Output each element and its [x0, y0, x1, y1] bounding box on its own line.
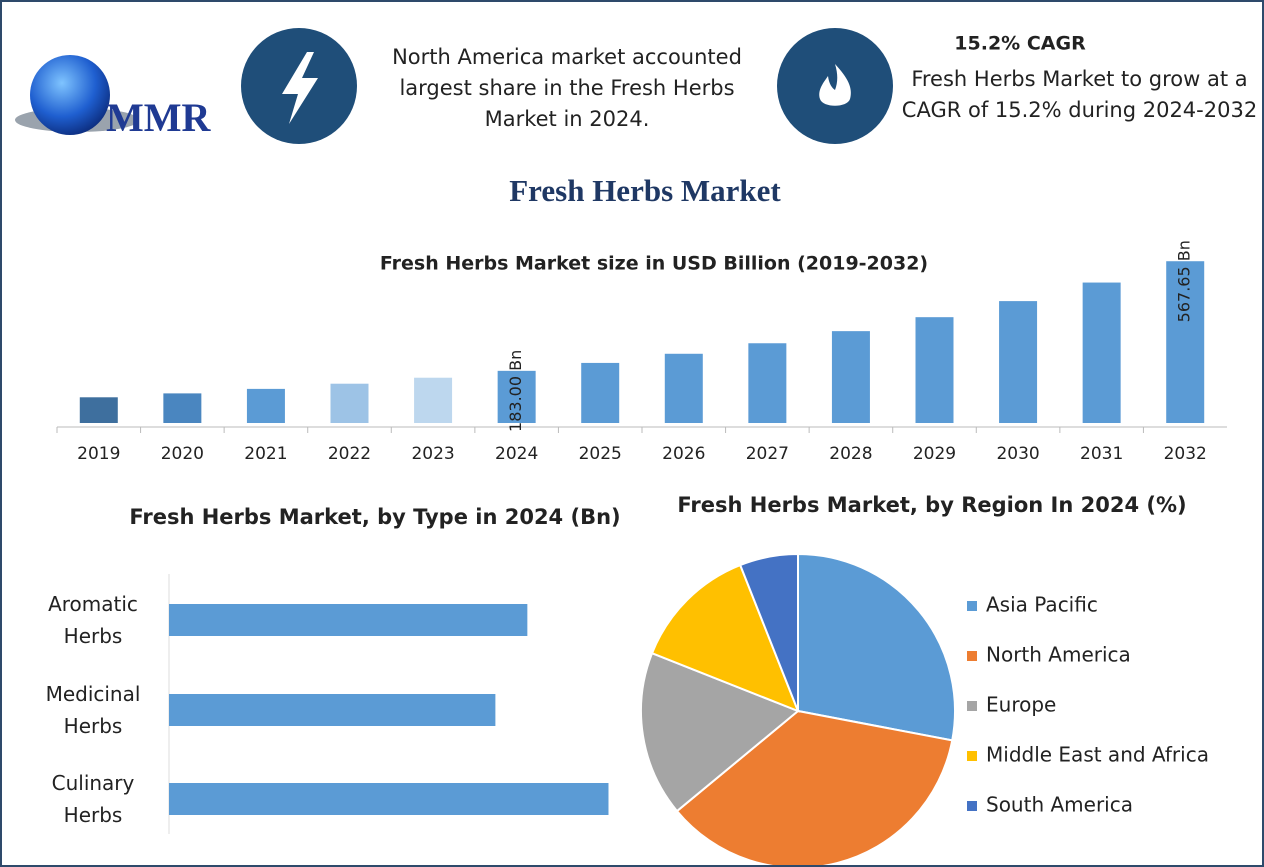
legend-swatch	[967, 651, 977, 661]
bar	[999, 301, 1038, 423]
x-tick-label: 2026	[662, 444, 705, 464]
bar	[246, 388, 285, 423]
bar	[581, 362, 620, 423]
category-label: Culinary Herbs	[51, 771, 135, 827]
legend-swatch	[967, 751, 977, 761]
bar	[831, 331, 870, 423]
header-note: North America market accounted largest s…	[392, 45, 742, 131]
x-tick-label: 2028	[829, 444, 872, 464]
pie-slice	[675, 709, 954, 865]
pie-slice	[797, 552, 956, 742]
hbar-chart-title: Fresh Herbs Market, by Type in 2024 (Bn)	[129, 505, 620, 529]
logo-globe	[30, 55, 110, 135]
flame	[819, 64, 851, 106]
pie-slice	[640, 651, 800, 813]
x-tick-label: 2031	[1080, 444, 1123, 464]
bar	[664, 353, 703, 423]
data-label: 567.65 Bn	[1175, 240, 1194, 322]
x-tick-label: 2021	[244, 444, 287, 464]
x-tick-label: 2030	[996, 444, 1039, 464]
bar	[330, 383, 369, 423]
bar	[497, 370, 536, 423]
bolt	[282, 52, 318, 124]
data-label: 183.00 Bn	[506, 350, 525, 432]
bar	[169, 604, 528, 636]
bar	[1166, 261, 1205, 423]
legend-label: Europe	[986, 693, 1056, 717]
legend-swatch	[967, 601, 977, 611]
x-tick-label: 2019	[77, 444, 120, 464]
bar	[163, 393, 202, 423]
x-tick-label: 2022	[328, 444, 371, 464]
x-tick-label: 2032	[1164, 444, 1207, 464]
legend-label: South America	[986, 793, 1133, 817]
flame-icon	[777, 28, 893, 144]
legend-label: North America	[986, 643, 1131, 667]
bar	[748, 343, 787, 423]
pie-slice	[650, 563, 800, 713]
x-tick-label: 2025	[579, 444, 622, 464]
bar	[169, 694, 496, 726]
legend-label: Middle East and Africa	[986, 743, 1209, 767]
x-tick-label: 2029	[913, 444, 956, 464]
pie-slice	[738, 552, 799, 712]
x-tick-label: 2020	[161, 444, 204, 464]
bar	[169, 783, 609, 815]
bar	[1082, 282, 1121, 423]
x-tick-label: 2023	[411, 444, 454, 464]
logo-text: MMR	[106, 95, 212, 140]
bar	[79, 397, 118, 423]
cagr-title: 15.2% CAGR	[954, 33, 1086, 55]
legend-swatch	[967, 801, 977, 811]
category-label: Medicinal Herbs	[45, 682, 141, 738]
category-label: Aromatic Herbs	[48, 592, 138, 648]
bar-chart-title: Fresh Herbs Market size in USD Billion (…	[380, 253, 928, 275]
legend-label: Asia Pacific	[986, 593, 1098, 617]
legend-swatch	[967, 701, 977, 711]
main-title: Fresh Herbs Market	[509, 173, 781, 208]
cagr-text: Fresh Herbs Market to grow at a CAGR of …	[901, 67, 1258, 122]
x-tick-label: 2027	[746, 444, 789, 464]
pie-chart-title: Fresh Herbs Market, by Region In 2024 (%…	[677, 493, 1187, 517]
x-tick-label: 2024	[495, 444, 538, 464]
bar	[414, 377, 453, 423]
bar	[915, 317, 954, 423]
